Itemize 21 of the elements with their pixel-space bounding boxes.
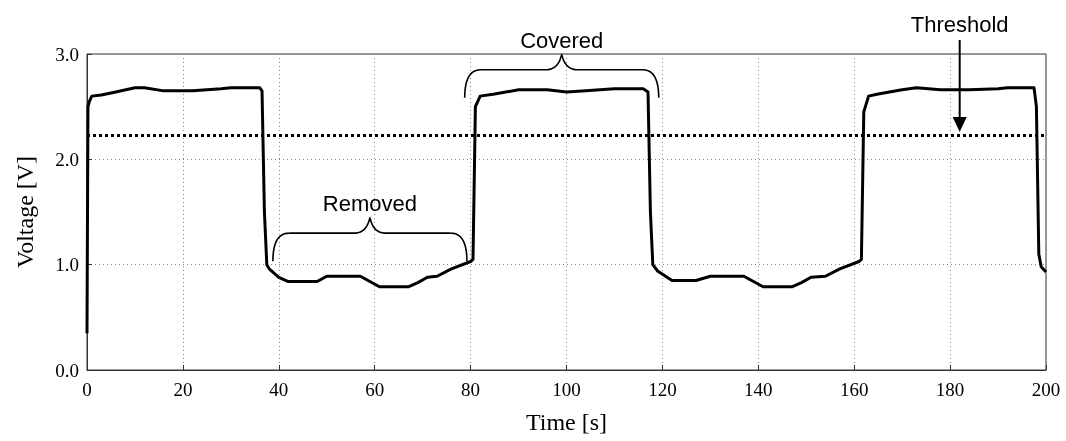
x-axis-title: Time [s] [525,409,608,435]
line-series [85,86,1048,335]
y-tick-label: 0.0 [55,359,79,381]
ref-line-label: Threshold [910,12,1009,37]
x-tick-label: 200 [1031,379,1061,400]
x-tick-label: 160 [839,379,869,400]
x-tick-label: 120 [648,379,677,400]
x-tick-label: 40 [269,379,289,400]
x-tick-label: 0 [82,379,92,400]
x-tick-label: 60 [365,379,385,400]
annotation: Removed [322,191,417,217]
y-tick-label: 3.0 [55,43,79,65]
x-tick-label: 180 [935,379,965,400]
text: Covered [520,27,604,53]
x-tick-label: 80 [461,379,481,400]
y-axis-title: Voltage [V] [12,155,38,269]
x-tick-label: 140 [744,379,773,400]
y-tick-label: 2.0 [55,148,79,170]
y-tick-label: 1.0 [55,254,79,276]
x-tick-label: 100 [552,379,581,400]
x-tick-label: 20 [173,379,193,400]
